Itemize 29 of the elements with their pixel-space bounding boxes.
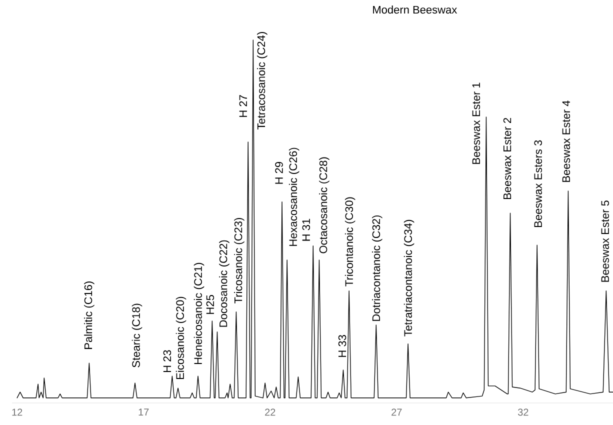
annotation: Stearic (C18) (132, 304, 142, 368)
annotation: Beeswax Esters 3 (534, 140, 542, 227)
annotation: H 33 (338, 335, 346, 357)
annotation: Beeswax Ester 5 (601, 200, 610, 282)
x-tick-label: 17 (138, 408, 149, 416)
chart-title: Modern Beeswax (373, 6, 458, 14)
annotation: Beeswax Ester 4 (562, 100, 570, 182)
annotation: Octacosanoic (C28) (319, 157, 330, 254)
annotation: H25 (206, 295, 214, 314)
annotation: Docosanoic (C22) (219, 240, 230, 327)
x-tick-label: 27 (392, 408, 402, 416)
annotation: Tricosanoic (C23) (234, 218, 244, 304)
annotation: Tetratriacontanoic (C34) (404, 220, 414, 336)
annotation: H 31 (302, 218, 310, 241)
annotation: Tricontanoic (C30) (344, 197, 356, 286)
annotation: H 29 (275, 162, 283, 184)
annotation: H 27 (239, 95, 247, 117)
annotation: Eicosanoic (C20) (176, 296, 186, 379)
annotation: Dotriacontanoic (C32) (372, 215, 382, 321)
annotation: Hexacosanoic (C26) (288, 148, 300, 246)
x-tick-label: 22 (265, 408, 276, 416)
annotation: H 23 (163, 350, 172, 372)
annotation: Beeswax Ester 1 (472, 82, 480, 164)
annotation: Beeswax Ester 2 (503, 118, 512, 200)
x-tick-label: 32 (518, 408, 528, 416)
annotation: Tetracosanoic (C24) (257, 32, 268, 130)
annotation: Palmitic (C16) (84, 281, 94, 349)
annotation: Heneicosanoic (C21) (194, 262, 204, 364)
x-tick-label: 12 (12, 408, 22, 416)
